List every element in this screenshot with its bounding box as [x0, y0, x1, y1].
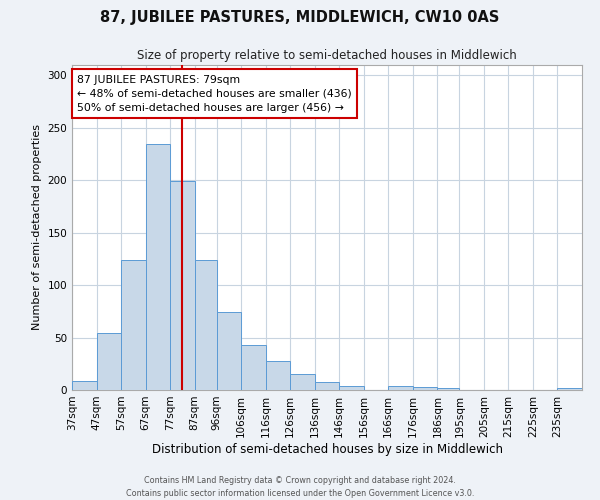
Bar — [315, 382, 339, 390]
Y-axis label: Number of semi-detached properties: Number of semi-detached properties — [32, 124, 42, 330]
Text: 87 JUBILEE PASTURES: 79sqm
← 48% of semi-detached houses are smaller (436)
50% o: 87 JUBILEE PASTURES: 79sqm ← 48% of semi… — [77, 74, 352, 113]
X-axis label: Distribution of semi-detached houses by size in Middlewich: Distribution of semi-detached houses by … — [151, 442, 503, 456]
Bar — [339, 386, 364, 390]
Bar — [194, 260, 217, 390]
Bar — [413, 387, 437, 390]
Bar — [557, 388, 582, 390]
Bar — [266, 360, 290, 390]
Bar — [72, 380, 97, 390]
Bar — [388, 386, 413, 390]
Bar — [437, 388, 460, 390]
Bar — [97, 334, 121, 390]
Bar — [217, 312, 241, 390]
Bar — [121, 260, 146, 390]
Text: 87, JUBILEE PASTURES, MIDDLEWICH, CW10 0AS: 87, JUBILEE PASTURES, MIDDLEWICH, CW10 0… — [100, 10, 500, 25]
Bar — [241, 345, 266, 390]
Bar — [146, 144, 170, 390]
Text: Contains HM Land Registry data © Crown copyright and database right 2024.
Contai: Contains HM Land Registry data © Crown c… — [126, 476, 474, 498]
Title: Size of property relative to semi-detached houses in Middlewich: Size of property relative to semi-detach… — [137, 50, 517, 62]
Bar — [170, 182, 194, 390]
Bar — [290, 374, 315, 390]
